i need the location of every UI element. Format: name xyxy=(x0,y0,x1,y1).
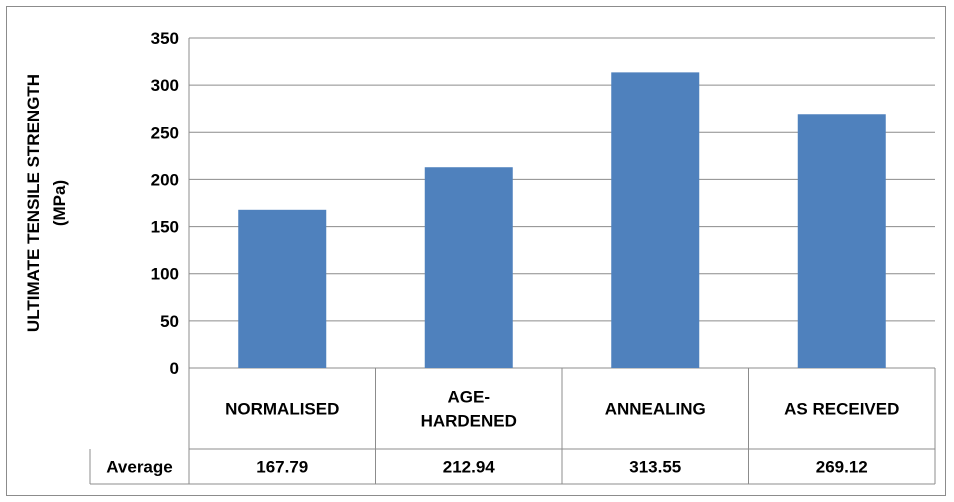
y-tick-label-250: 250 xyxy=(151,123,179,142)
table-value-1: 212.94 xyxy=(443,458,496,477)
y-tick-label-300: 300 xyxy=(151,76,179,95)
bar-2 xyxy=(611,72,700,369)
chart-svg: 0 50 100 150 200 250 300 350 NORMALISED AGE- HARDE… xyxy=(24,29,936,485)
table-value-2: 313.55 xyxy=(629,458,681,477)
y-tick-label-0: 0 xyxy=(170,359,179,378)
y-tick-label-150: 150 xyxy=(151,218,179,237)
category-label-3-0: AS RECEIVED xyxy=(784,400,899,419)
y-axis-title-line-0: ULTIMATE TENSILE STRENGTH xyxy=(24,74,43,332)
bar-1 xyxy=(424,167,513,368)
chart-frame: 0 50 100 150 200 250 300 350 NORMALISED AGE- HARDE… xyxy=(6,6,946,496)
category-label-2-0: ANNEALING xyxy=(605,400,706,419)
bar-3 xyxy=(797,114,886,368)
y-tick-label-350: 350 xyxy=(151,29,179,48)
table-value-0: 167.79 xyxy=(256,458,308,477)
bar-0 xyxy=(238,209,327,368)
y-tick-label-50: 50 xyxy=(160,312,179,331)
category-label-1-0: AGE- xyxy=(448,388,491,407)
y-tick-label-100: 100 xyxy=(151,265,179,284)
category-label-0-0: NORMALISED xyxy=(225,400,339,419)
table-row-label: Average xyxy=(106,458,172,477)
y-axis-title-line-1: (MPa) xyxy=(50,180,69,226)
table-value-3: 269.12 xyxy=(816,458,868,477)
y-tick-label-200: 200 xyxy=(151,170,179,189)
category-label-1-1: HARDENED xyxy=(421,412,517,431)
